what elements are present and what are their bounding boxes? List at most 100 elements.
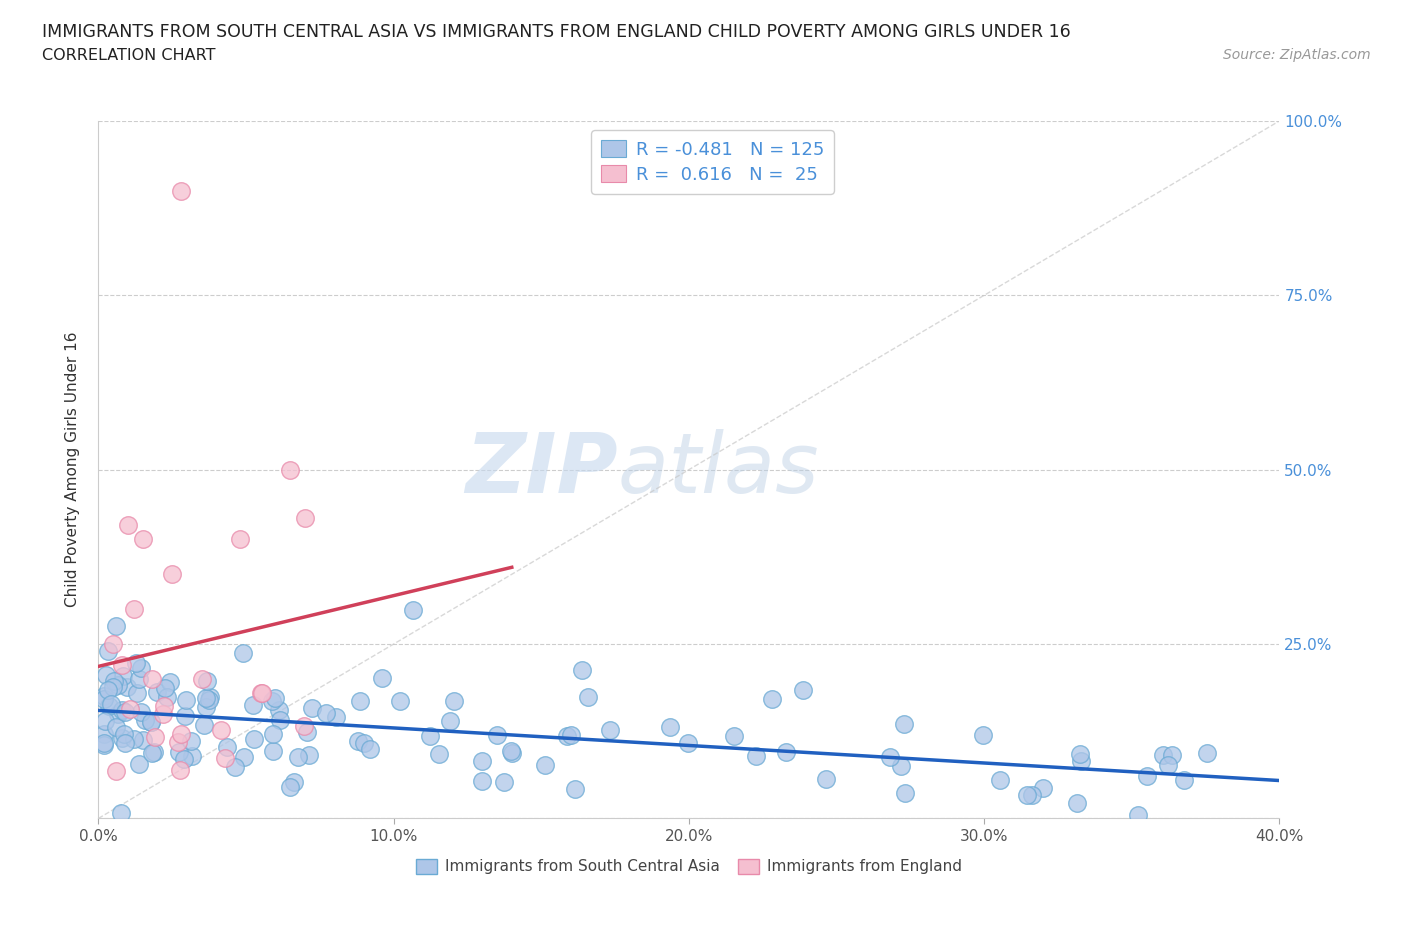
Point bbox=[1173, 773, 1195, 788]
Point bbox=[93, 692, 115, 707]
Point bbox=[353, 736, 375, 751]
Point bbox=[1021, 787, 1043, 802]
Point bbox=[107, 677, 129, 692]
Point bbox=[292, 718, 315, 733]
Point bbox=[359, 741, 381, 756]
Point bbox=[1126, 807, 1149, 822]
Point bbox=[890, 758, 912, 773]
Point bbox=[250, 685, 273, 700]
Point bbox=[162, 567, 183, 582]
Point bbox=[349, 694, 371, 709]
Point bbox=[191, 671, 214, 686]
Point bbox=[501, 746, 523, 761]
Point bbox=[111, 668, 134, 683]
Point bbox=[371, 671, 394, 685]
Point bbox=[167, 744, 190, 759]
Point bbox=[1015, 787, 1038, 802]
Point bbox=[250, 685, 273, 700]
Point bbox=[301, 701, 323, 716]
Point bbox=[1157, 757, 1180, 772]
Point bbox=[139, 714, 162, 729]
Point bbox=[1136, 768, 1159, 783]
Point bbox=[101, 680, 124, 695]
Point bbox=[325, 710, 347, 724]
Point bbox=[893, 716, 915, 731]
Point bbox=[134, 713, 156, 728]
Point bbox=[195, 673, 218, 688]
Point bbox=[401, 603, 423, 618]
Point bbox=[215, 739, 238, 754]
Point bbox=[180, 733, 202, 748]
Point bbox=[214, 751, 236, 765]
Point bbox=[159, 674, 181, 689]
Point bbox=[103, 674, 125, 689]
Point bbox=[120, 702, 142, 717]
Point bbox=[180, 748, 202, 763]
Point bbox=[96, 644, 118, 658]
Point bbox=[745, 749, 768, 764]
Point bbox=[534, 758, 557, 773]
Point bbox=[499, 744, 522, 759]
Point bbox=[280, 462, 302, 477]
Point bbox=[93, 688, 115, 703]
Point bbox=[122, 602, 145, 617]
Point bbox=[100, 697, 122, 711]
Point bbox=[427, 746, 450, 761]
Point bbox=[229, 532, 252, 547]
Point bbox=[676, 735, 699, 750]
Point bbox=[128, 671, 150, 686]
Point bbox=[295, 724, 318, 739]
Point bbox=[723, 729, 745, 744]
Point bbox=[125, 656, 148, 671]
Point bbox=[98, 698, 121, 713]
Point bbox=[557, 728, 579, 743]
Text: IMMIGRANTS FROM SOUTH CENTRAL ASIA VS IMMIGRANTS FROM ENGLAND CHILD POVERTY AMON: IMMIGRANTS FROM SOUTH CENTRAL ASIA VS IM… bbox=[42, 23, 1071, 41]
Point bbox=[142, 744, 165, 759]
Point bbox=[1069, 747, 1091, 762]
Point bbox=[492, 775, 515, 790]
Point bbox=[232, 645, 254, 660]
Y-axis label: Child Poverty Among Girls Under 16: Child Poverty Among Girls Under 16 bbox=[65, 332, 80, 607]
Point bbox=[193, 718, 215, 733]
Legend: Immigrants from South Central Asia, Immigrants from England: Immigrants from South Central Asia, Immi… bbox=[409, 853, 969, 881]
Point bbox=[267, 703, 290, 718]
Point bbox=[1195, 746, 1218, 761]
Point bbox=[1161, 748, 1184, 763]
Point bbox=[96, 668, 118, 683]
Point bbox=[599, 723, 621, 737]
Point bbox=[242, 698, 264, 712]
Point bbox=[232, 750, 254, 764]
Point bbox=[263, 690, 285, 705]
Point bbox=[169, 763, 191, 777]
Point bbox=[792, 683, 814, 698]
Point bbox=[132, 532, 155, 547]
Point bbox=[93, 727, 115, 742]
Point bbox=[564, 782, 586, 797]
Point bbox=[269, 712, 291, 727]
Point bbox=[170, 183, 193, 198]
Point bbox=[262, 694, 284, 709]
Point bbox=[471, 773, 494, 788]
Point bbox=[93, 737, 115, 752]
Point bbox=[485, 727, 508, 742]
Point bbox=[287, 750, 309, 764]
Point bbox=[152, 707, 174, 722]
Point bbox=[152, 698, 174, 713]
Point bbox=[170, 727, 193, 742]
Point bbox=[104, 764, 127, 778]
Point bbox=[419, 728, 441, 743]
Point bbox=[243, 732, 266, 747]
Point bbox=[224, 760, 246, 775]
Point bbox=[1152, 748, 1174, 763]
Point bbox=[114, 704, 136, 719]
Point bbox=[94, 713, 117, 728]
Point bbox=[141, 671, 163, 686]
Point bbox=[894, 785, 917, 800]
Point bbox=[145, 684, 167, 699]
Point bbox=[131, 733, 153, 748]
Text: ZIP: ZIP bbox=[465, 429, 619, 511]
Point bbox=[761, 692, 783, 707]
Point bbox=[111, 702, 134, 717]
Point bbox=[156, 689, 179, 704]
Point bbox=[346, 734, 368, 749]
